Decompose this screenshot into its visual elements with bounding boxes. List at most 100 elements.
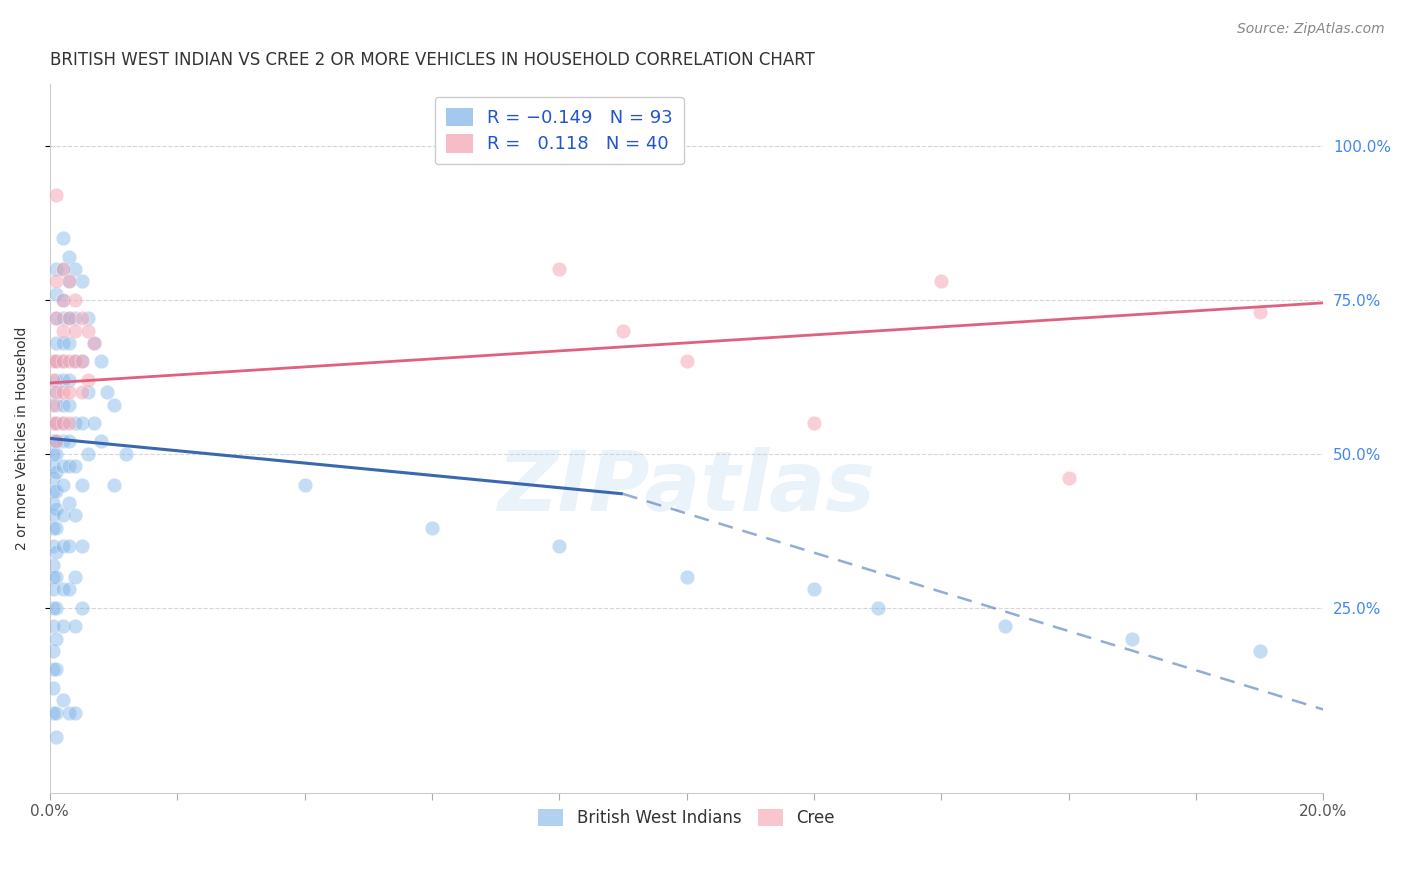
Point xyxy=(45,502,67,516)
Point xyxy=(58,459,80,474)
Point xyxy=(42,619,65,633)
Point xyxy=(58,397,80,411)
Point xyxy=(115,447,138,461)
Point xyxy=(42,706,65,720)
Point xyxy=(45,434,67,449)
Point xyxy=(70,477,93,491)
Point xyxy=(45,311,67,326)
Point xyxy=(52,508,75,523)
Point xyxy=(52,354,75,368)
Point xyxy=(52,354,75,368)
Point xyxy=(83,416,105,430)
Point xyxy=(45,706,67,720)
Point xyxy=(70,354,93,368)
Point xyxy=(52,335,75,350)
Point xyxy=(42,397,65,411)
Point xyxy=(45,521,67,535)
Point xyxy=(45,385,67,400)
Point xyxy=(58,373,80,387)
Point xyxy=(675,570,697,584)
Point xyxy=(77,324,100,338)
Point xyxy=(52,693,75,707)
Point xyxy=(42,521,65,535)
Point xyxy=(83,335,105,350)
Point xyxy=(45,465,67,479)
Point xyxy=(65,262,87,277)
Point xyxy=(58,354,80,368)
Point xyxy=(70,385,93,400)
Point xyxy=(45,416,67,430)
Point xyxy=(45,397,67,411)
Point xyxy=(548,539,571,553)
Point xyxy=(45,416,67,430)
Point xyxy=(42,582,65,597)
Point xyxy=(45,730,67,744)
Point xyxy=(45,311,67,326)
Point xyxy=(83,335,105,350)
Point xyxy=(803,582,825,597)
Point xyxy=(45,385,67,400)
Point xyxy=(58,582,80,597)
Point xyxy=(52,582,75,597)
Point xyxy=(103,397,125,411)
Point xyxy=(45,434,67,449)
Y-axis label: 2 or more Vehicles in Household: 2 or more Vehicles in Household xyxy=(15,326,30,550)
Point xyxy=(65,459,87,474)
Point xyxy=(42,662,65,676)
Point xyxy=(58,539,80,553)
Point xyxy=(548,262,571,277)
Point xyxy=(42,644,65,658)
Point xyxy=(58,311,80,326)
Point xyxy=(929,274,952,288)
Point xyxy=(42,558,65,572)
Text: BRITISH WEST INDIAN VS CREE 2 OR MORE VEHICLES IN HOUSEHOLD CORRELATION CHART: BRITISH WEST INDIAN VS CREE 2 OR MORE VE… xyxy=(49,51,814,69)
Point xyxy=(58,434,80,449)
Point xyxy=(65,324,87,338)
Point xyxy=(45,632,67,646)
Point xyxy=(70,354,93,368)
Point xyxy=(58,416,80,430)
Text: ZIPatlas: ZIPatlas xyxy=(498,448,876,528)
Point xyxy=(65,354,87,368)
Point xyxy=(52,324,75,338)
Point xyxy=(52,311,75,326)
Point xyxy=(42,354,65,368)
Point xyxy=(45,600,67,615)
Point xyxy=(42,570,65,584)
Text: Source: ZipAtlas.com: Source: ZipAtlas.com xyxy=(1237,22,1385,37)
Point xyxy=(675,354,697,368)
Legend: British West Indians, Cree: British West Indians, Cree xyxy=(531,803,841,834)
Point xyxy=(77,447,100,461)
Point xyxy=(42,416,65,430)
Point xyxy=(58,274,80,288)
Point xyxy=(52,539,75,553)
Point xyxy=(994,619,1017,633)
Point xyxy=(52,397,75,411)
Point xyxy=(42,496,65,510)
Point xyxy=(612,324,634,338)
Point xyxy=(58,335,80,350)
Point xyxy=(52,262,75,277)
Point xyxy=(45,545,67,559)
Point xyxy=(70,274,93,288)
Point xyxy=(65,619,87,633)
Point xyxy=(866,600,889,615)
Point xyxy=(70,539,93,553)
Point xyxy=(58,311,80,326)
Point xyxy=(58,250,80,264)
Point xyxy=(45,262,67,277)
Point xyxy=(52,231,75,245)
Point xyxy=(45,662,67,676)
Point xyxy=(58,274,80,288)
Point xyxy=(45,354,67,368)
Point xyxy=(52,416,75,430)
Point xyxy=(52,293,75,307)
Point xyxy=(58,706,80,720)
Point xyxy=(1249,644,1271,658)
Point xyxy=(65,706,87,720)
Point xyxy=(1121,632,1143,646)
Point xyxy=(45,286,67,301)
Point xyxy=(52,416,75,430)
Point xyxy=(45,335,67,350)
Point xyxy=(45,570,67,584)
